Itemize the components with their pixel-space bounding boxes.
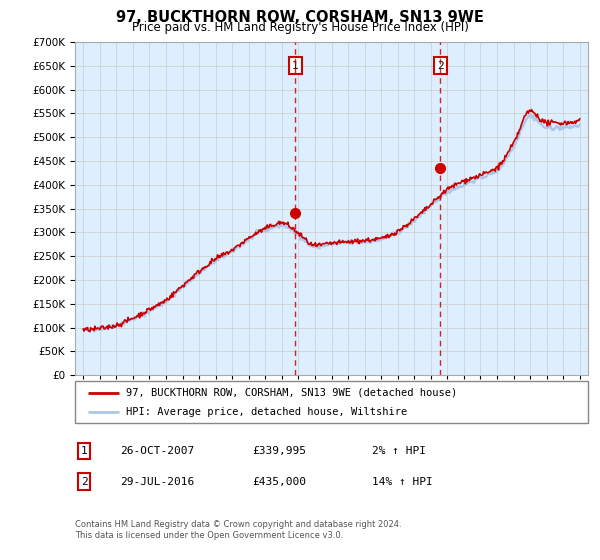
FancyBboxPatch shape xyxy=(75,381,588,423)
Text: 2: 2 xyxy=(437,61,444,71)
Text: £435,000: £435,000 xyxy=(252,477,306,487)
Text: 26-OCT-2007: 26-OCT-2007 xyxy=(120,446,194,456)
Text: 2% ↑ HPI: 2% ↑ HPI xyxy=(372,446,426,456)
Text: 29-JUL-2016: 29-JUL-2016 xyxy=(120,477,194,487)
Text: 2: 2 xyxy=(80,477,88,487)
Text: Price paid vs. HM Land Registry's House Price Index (HPI): Price paid vs. HM Land Registry's House … xyxy=(131,21,469,34)
Text: 97, BUCKTHORN ROW, CORSHAM, SN13 9WE: 97, BUCKTHORN ROW, CORSHAM, SN13 9WE xyxy=(116,10,484,25)
Text: Contains HM Land Registry data © Crown copyright and database right 2024.: Contains HM Land Registry data © Crown c… xyxy=(75,520,401,529)
Text: HPI: Average price, detached house, Wiltshire: HPI: Average price, detached house, Wilt… xyxy=(127,407,407,417)
Text: 1: 1 xyxy=(292,61,299,71)
Text: £339,995: £339,995 xyxy=(252,446,306,456)
Text: This data is licensed under the Open Government Licence v3.0.: This data is licensed under the Open Gov… xyxy=(75,531,343,540)
Text: 97, BUCKTHORN ROW, CORSHAM, SN13 9WE (detached house): 97, BUCKTHORN ROW, CORSHAM, SN13 9WE (de… xyxy=(127,388,458,398)
Text: 1: 1 xyxy=(80,446,88,456)
Text: 14% ↑ HPI: 14% ↑ HPI xyxy=(372,477,433,487)
